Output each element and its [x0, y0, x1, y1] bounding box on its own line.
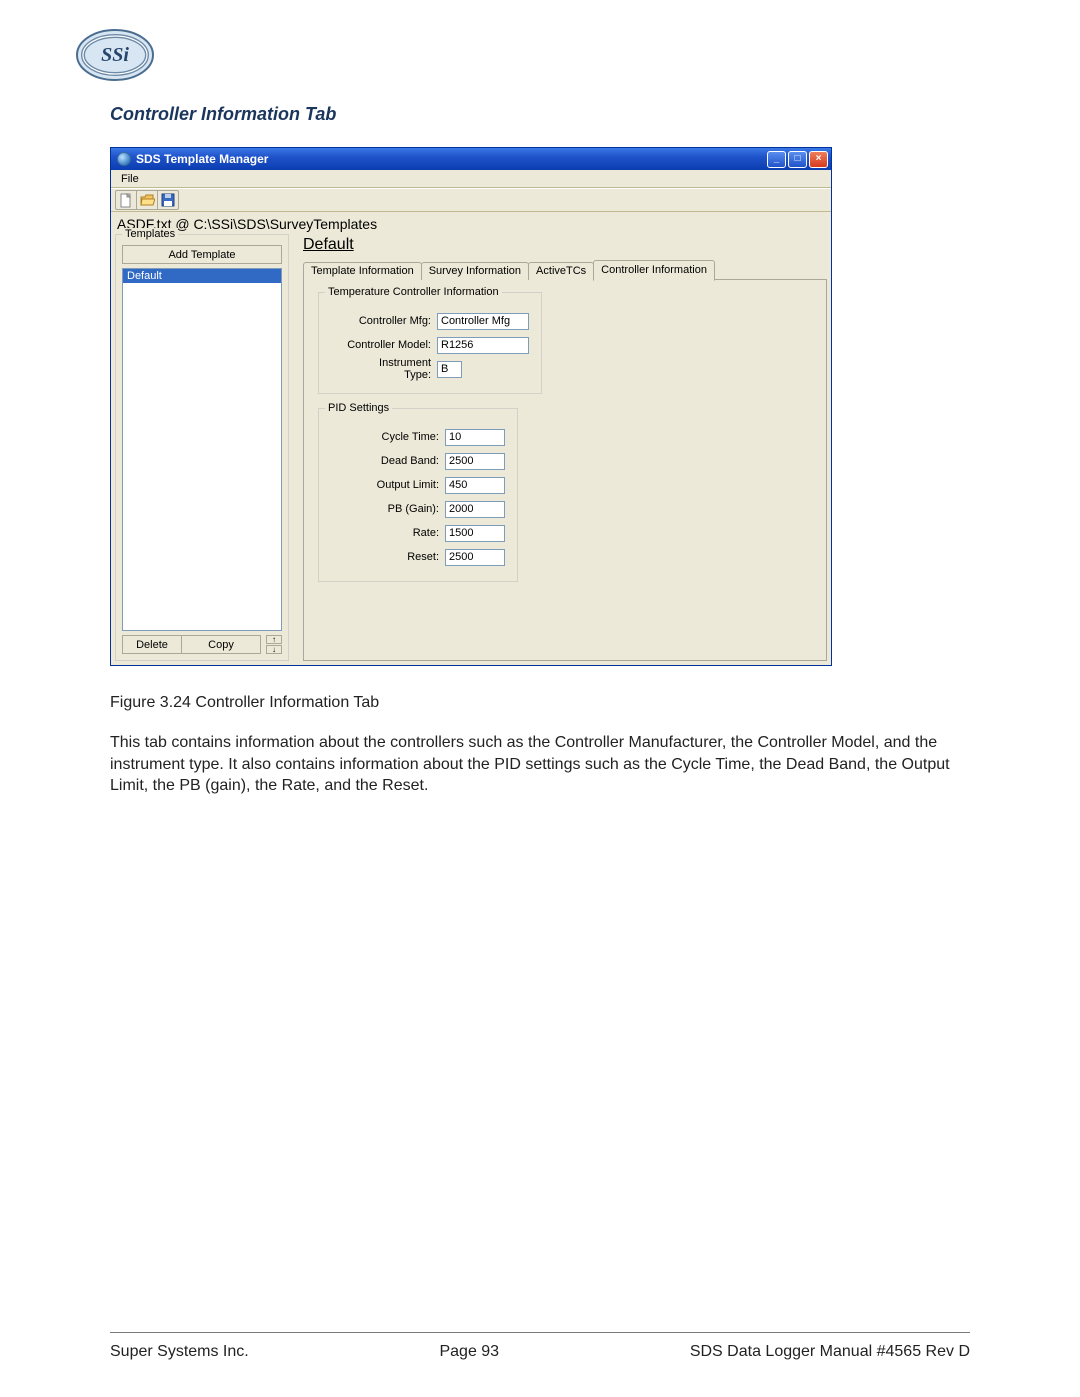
footer-right: SDS Data Logger Manual #4565 Rev D [690, 1343, 970, 1361]
output-limit-input[interactable] [445, 477, 505, 494]
pb-gain-input[interactable] [445, 501, 505, 518]
controller-model-label: Controller Model: [347, 339, 431, 351]
rate-input[interactable] [445, 525, 505, 542]
toolbar-save-button[interactable] [157, 190, 179, 210]
page-footer: Super Systems Inc. Page 93 SDS Data Logg… [110, 1343, 970, 1361]
title-bar: SDS Template Manager _ □ × [111, 148, 831, 170]
tab-controller-information[interactable]: Controller Information [593, 260, 715, 281]
templates-pane: Templates Add Template Default Delete Co… [115, 234, 289, 661]
menu-bar: File [111, 170, 831, 188]
controller-model-row: Controller Model: [331, 333, 529, 357]
footer-rule [110, 1332, 970, 1333]
templates-group-label: Templates [122, 228, 178, 240]
new-file-icon [120, 193, 133, 208]
reset-label: Reset: [407, 551, 439, 563]
app-icon [117, 152, 131, 166]
toolbar-open-button[interactable] [136, 190, 158, 210]
move-up-button[interactable]: ↑ [266, 635, 282, 644]
page: SSi Controller Information Tab SDS Templ… [0, 0, 1080, 797]
dead-band-row: Dead Band: [331, 449, 505, 473]
company-logo: SSi [75, 28, 970, 82]
toolbar-new-button[interactable] [115, 190, 137, 210]
tab-active-tcs[interactable]: ActiveTCs [528, 262, 594, 280]
rate-label: Rate: [413, 527, 439, 539]
controller-mfg-label: Controller Mfg: [359, 315, 431, 327]
reorder-arrows: ↑ ↓ [266, 635, 282, 654]
save-disk-icon [161, 193, 175, 207]
pb-gain-label: PB (Gain): [388, 503, 439, 515]
add-template-button[interactable]: Add Template [122, 245, 282, 264]
content-pane: Default Template Information Survey Info… [289, 234, 827, 661]
copy-template-button[interactable]: Copy [181, 635, 261, 654]
minimize-button[interactable]: _ [767, 151, 786, 168]
template-list[interactable]: Default [122, 268, 282, 631]
svg-text:SSi: SSi [101, 44, 129, 66]
pb-gain-row: PB (Gain): [331, 497, 505, 521]
template-heading: Default [303, 236, 827, 254]
instrument-type-input[interactable] [437, 361, 462, 378]
template-list-item[interactable]: Default [123, 269, 281, 283]
tab-panel-controller-information: Temperature Controller Information Contr… [303, 279, 827, 661]
cycle-time-input[interactable] [445, 429, 505, 446]
pid-settings-group-label: PID Settings [325, 402, 392, 414]
window-title: SDS Template Manager [136, 152, 268, 166]
window-controls: _ □ × [767, 151, 828, 168]
toolbar [111, 188, 831, 212]
file-path-line: ASDF.txt @ C:\SSi\SDS\SurveyTemplates [111, 212, 831, 234]
templates-groupbox: Templates Add Template Default Delete Co… [115, 234, 289, 661]
maximize-button[interactable]: □ [788, 151, 807, 168]
tab-strip: Template Information Survey Information … [303, 260, 827, 280]
section-title: Controller Information Tab [110, 104, 970, 125]
app-window: SDS Template Manager _ □ × File ASDF.txt… [110, 147, 832, 666]
dead-band-label: Dead Band: [381, 455, 439, 467]
temperature-controller-group-label: Temperature Controller Information [325, 286, 502, 298]
templates-bottom-buttons: Delete Copy ↑ ↓ [122, 635, 282, 654]
body-paragraph: This tab contains information about the … [110, 732, 970, 797]
open-folder-icon [140, 194, 155, 207]
reset-row: Reset: [331, 545, 505, 569]
pid-settings-group: PID Settings Cycle Time: Dead Band: Outp… [318, 408, 518, 582]
move-down-button[interactable]: ↓ [266, 645, 282, 654]
cycle-time-label: Cycle Time: [382, 431, 439, 443]
tab-template-information[interactable]: Template Information [303, 262, 422, 280]
output-limit-row: Output Limit: [331, 473, 505, 497]
temperature-controller-group: Temperature Controller Information Contr… [318, 292, 542, 394]
title-bar-left: SDS Template Manager [117, 152, 268, 166]
controller-model-input[interactable] [437, 337, 529, 354]
close-button[interactable]: × [809, 151, 828, 168]
menu-file[interactable]: File [115, 172, 145, 186]
minimize-icon: _ [774, 154, 780, 164]
tab-survey-information[interactable]: Survey Information [421, 262, 529, 280]
controller-mfg-input[interactable] [437, 313, 529, 330]
delete-template-button[interactable]: Delete [122, 635, 182, 654]
controller-mfg-row: Controller Mfg: [331, 309, 529, 333]
maximize-icon: □ [794, 154, 800, 164]
footer-left: Super Systems Inc. [110, 1343, 249, 1361]
instrument-type-row: Instrument Type: [331, 357, 529, 381]
figure-caption: Figure 3.24 Controller Information Tab [110, 694, 970, 712]
cycle-time-row: Cycle Time: [331, 425, 505, 449]
dead-band-input[interactable] [445, 453, 505, 470]
rate-row: Rate: [331, 521, 505, 545]
window-body: Templates Add Template Default Delete Co… [111, 234, 831, 665]
output-limit-label: Output Limit: [377, 479, 439, 491]
footer-center: Page 93 [439, 1343, 499, 1361]
reset-input[interactable] [445, 549, 505, 566]
close-icon: × [816, 154, 822, 164]
instrument-type-label: Instrument Type: [351, 357, 431, 381]
